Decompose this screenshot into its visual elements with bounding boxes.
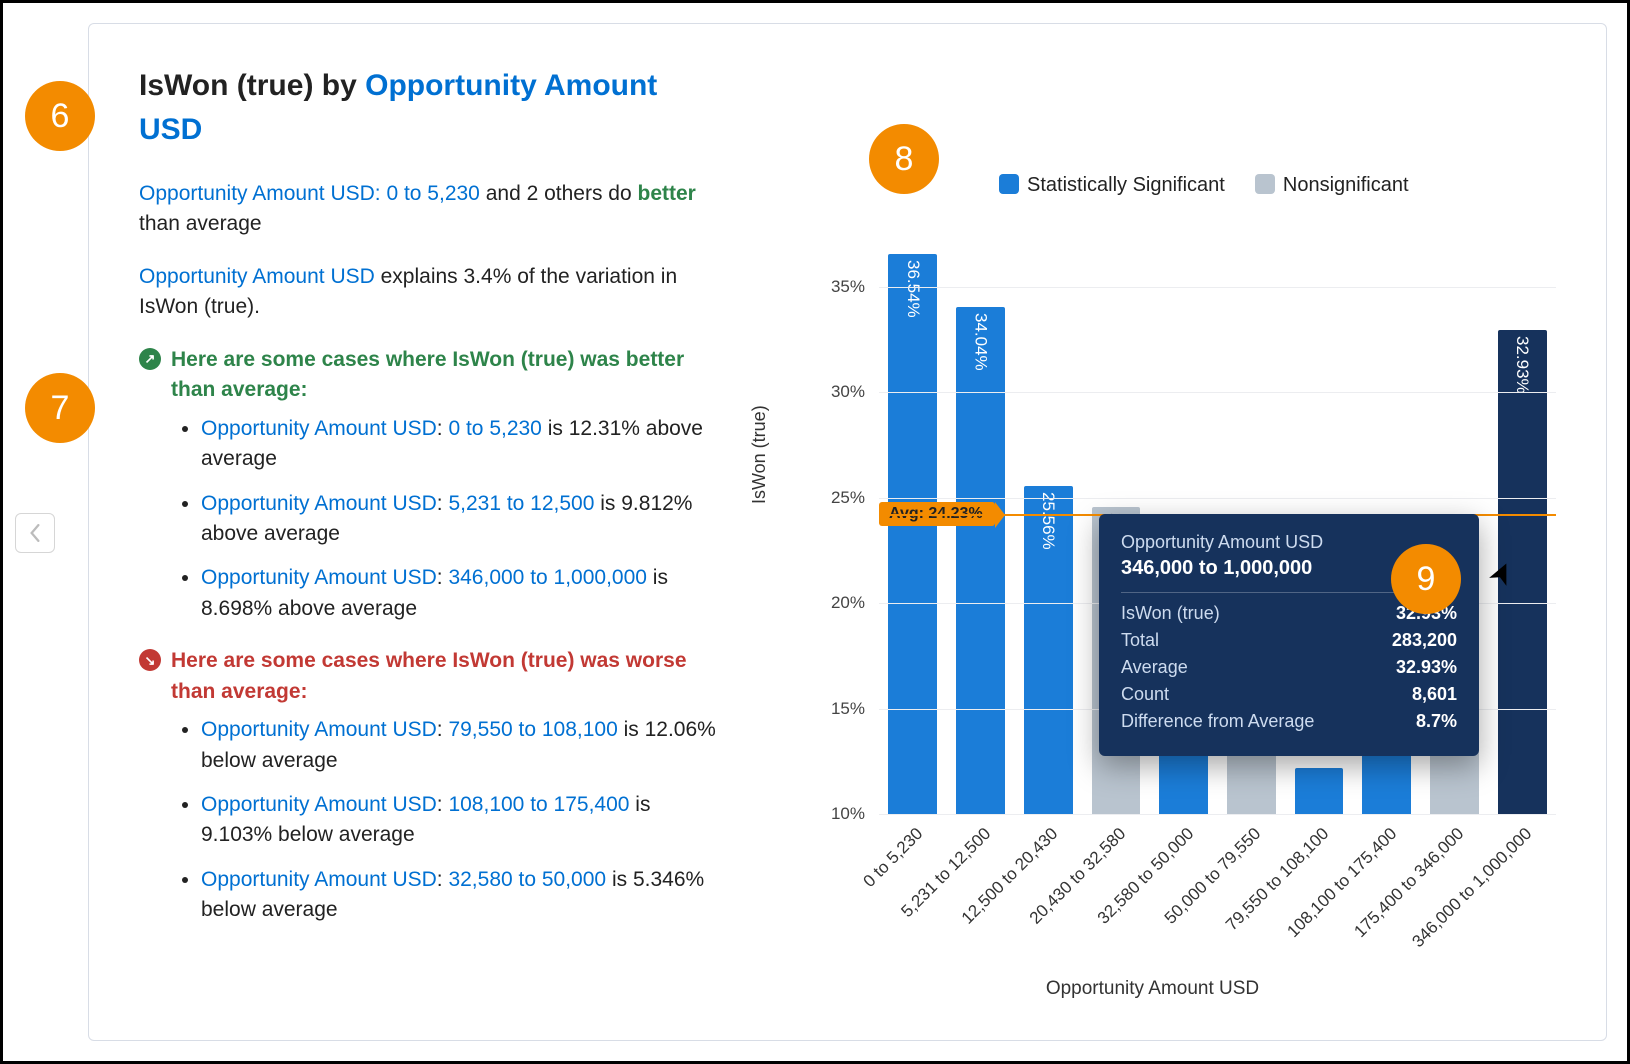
- field-link[interactable]: Opportunity Amount USD: [201, 417, 437, 440]
- callout-8: 8: [869, 124, 939, 194]
- tooltip-row: Total283,200: [1121, 630, 1457, 651]
- title-prefix: IsWon (true) by: [139, 69, 365, 102]
- y-tick-label: 10%: [831, 804, 879, 824]
- chart-legend: Statistically Significant Nonsignificant: [999, 174, 1409, 197]
- field-link[interactable]: Opportunity Amount USD: [139, 265, 375, 288]
- callout-6: 6: [25, 81, 95, 151]
- y-tick-label: 35%: [831, 277, 879, 297]
- callout-7: 7: [25, 373, 95, 443]
- field-link[interactable]: Opportunity Amount USD: [201, 492, 437, 515]
- y-tick-label: 25%: [831, 488, 879, 508]
- bar-value-label: 25.56%: [1038, 492, 1058, 550]
- range-link[interactable]: 108,100 to 175,400: [448, 793, 629, 816]
- bar[interactable]: [1295, 768, 1344, 814]
- range-link[interactable]: 32,580 to 50,000: [448, 868, 606, 891]
- range-link[interactable]: 5,231 to 12,500: [448, 492, 594, 515]
- insight-panel: IsWon (true) by Opportunity Amount USD O…: [88, 23, 1607, 1041]
- y-tick-label: 15%: [831, 699, 879, 719]
- legend-sig: Statistically Significant: [999, 174, 1225, 197]
- case-item: Opportunity Amount USD: 108,100 to 175,4…: [201, 790, 719, 851]
- x-tick-label: 0 to 5,230: [859, 824, 927, 892]
- range-link[interactable]: : 0 to 5,230: [375, 182, 480, 205]
- worse-section-heading: ↘ Here are some cases where IsWon (true)…: [139, 646, 719, 707]
- gridline: [879, 287, 1556, 288]
- field-link[interactable]: Opportunity Amount USD: [201, 718, 437, 741]
- case-item: Opportunity Amount USD: 79,550 to 108,10…: [201, 715, 719, 776]
- bar-value-label: 32.93%: [1512, 336, 1532, 394]
- bar[interactable]: 25.56%: [1024, 486, 1073, 814]
- field-link[interactable]: Opportunity Amount USD: [201, 793, 437, 816]
- range-link[interactable]: 0 to 5,230: [448, 417, 541, 440]
- bar[interactable]: 36.54%: [888, 254, 937, 814]
- swatch-nonsig: [1255, 174, 1275, 194]
- better-section-heading: ↗ Here are some cases where IsWon (true)…: [139, 345, 719, 406]
- tooltip-row: Count8,601: [1121, 684, 1457, 705]
- case-item: Opportunity Amount USD: 5,231 to 12,500 …: [201, 489, 719, 550]
- bar-value-label: 34.04%: [971, 313, 991, 371]
- callout-9: 9: [1391, 544, 1461, 614]
- y-tick-label: 20%: [831, 593, 879, 613]
- insight-text-column: IsWon (true) by Opportunity Amount USD O…: [139, 64, 719, 1010]
- worse-cases-list: Opportunity Amount USD: 79,550 to 108,10…: [139, 715, 719, 926]
- better-word: better: [638, 182, 696, 205]
- legend-nonsig: Nonsignificant: [1255, 174, 1409, 197]
- range-link[interactable]: 346,000 to 1,000,000: [448, 566, 647, 589]
- swatch-sig: [999, 174, 1019, 194]
- summary-line-2: Opportunity Amount USD explains 3.4% of …: [139, 262, 719, 323]
- chevron-left-icon: [28, 524, 42, 542]
- chart-column: 8 Statistically Significant Nonsignifica…: [739, 64, 1566, 1010]
- bar-value-label: 36.54%: [903, 260, 923, 318]
- field-link[interactable]: Opportunity Amount USD: [201, 868, 437, 891]
- field-link[interactable]: Opportunity Amount USD: [201, 566, 437, 589]
- better-cases-list: Opportunity Amount USD: 0 to 5,230 is 12…: [139, 414, 719, 625]
- case-item: Opportunity Amount USD: 32,580 to 50,000…: [201, 865, 719, 926]
- gridline: [879, 498, 1556, 499]
- case-item: Opportunity Amount USD: 346,000 to 1,000…: [201, 563, 719, 624]
- field-link[interactable]: Opportunity Amount USD: [139, 182, 375, 205]
- bar[interactable]: 34.04%: [956, 307, 1005, 814]
- y-tick-label: 30%: [831, 382, 879, 402]
- tooltip-row: Average32.93%: [1121, 657, 1457, 678]
- tooltip-row: Difference from Average8.7%: [1121, 711, 1457, 732]
- x-axis-title: Opportunity Amount USD: [739, 978, 1566, 1000]
- summary-line-1: Opportunity Amount USD: 0 to 5,230 and 2…: [139, 179, 719, 240]
- x-tick-label: 346,000 to 1,000,000: [1409, 824, 1537, 952]
- y-axis-title: IsWon (true): [749, 405, 770, 504]
- case-item: Opportunity Amount USD: 0 to 5,230 is 12…: [201, 414, 719, 475]
- insight-title: IsWon (true) by Opportunity Amount USD: [139, 64, 719, 151]
- arrow-down-right-icon: ↘: [139, 649, 161, 671]
- prev-page-button[interactable]: [15, 513, 55, 553]
- gridline: [879, 814, 1556, 815]
- arrow-up-right-icon: ↗: [139, 348, 161, 370]
- range-link[interactable]: 79,550 to 108,100: [448, 718, 617, 741]
- gridline: [879, 392, 1556, 393]
